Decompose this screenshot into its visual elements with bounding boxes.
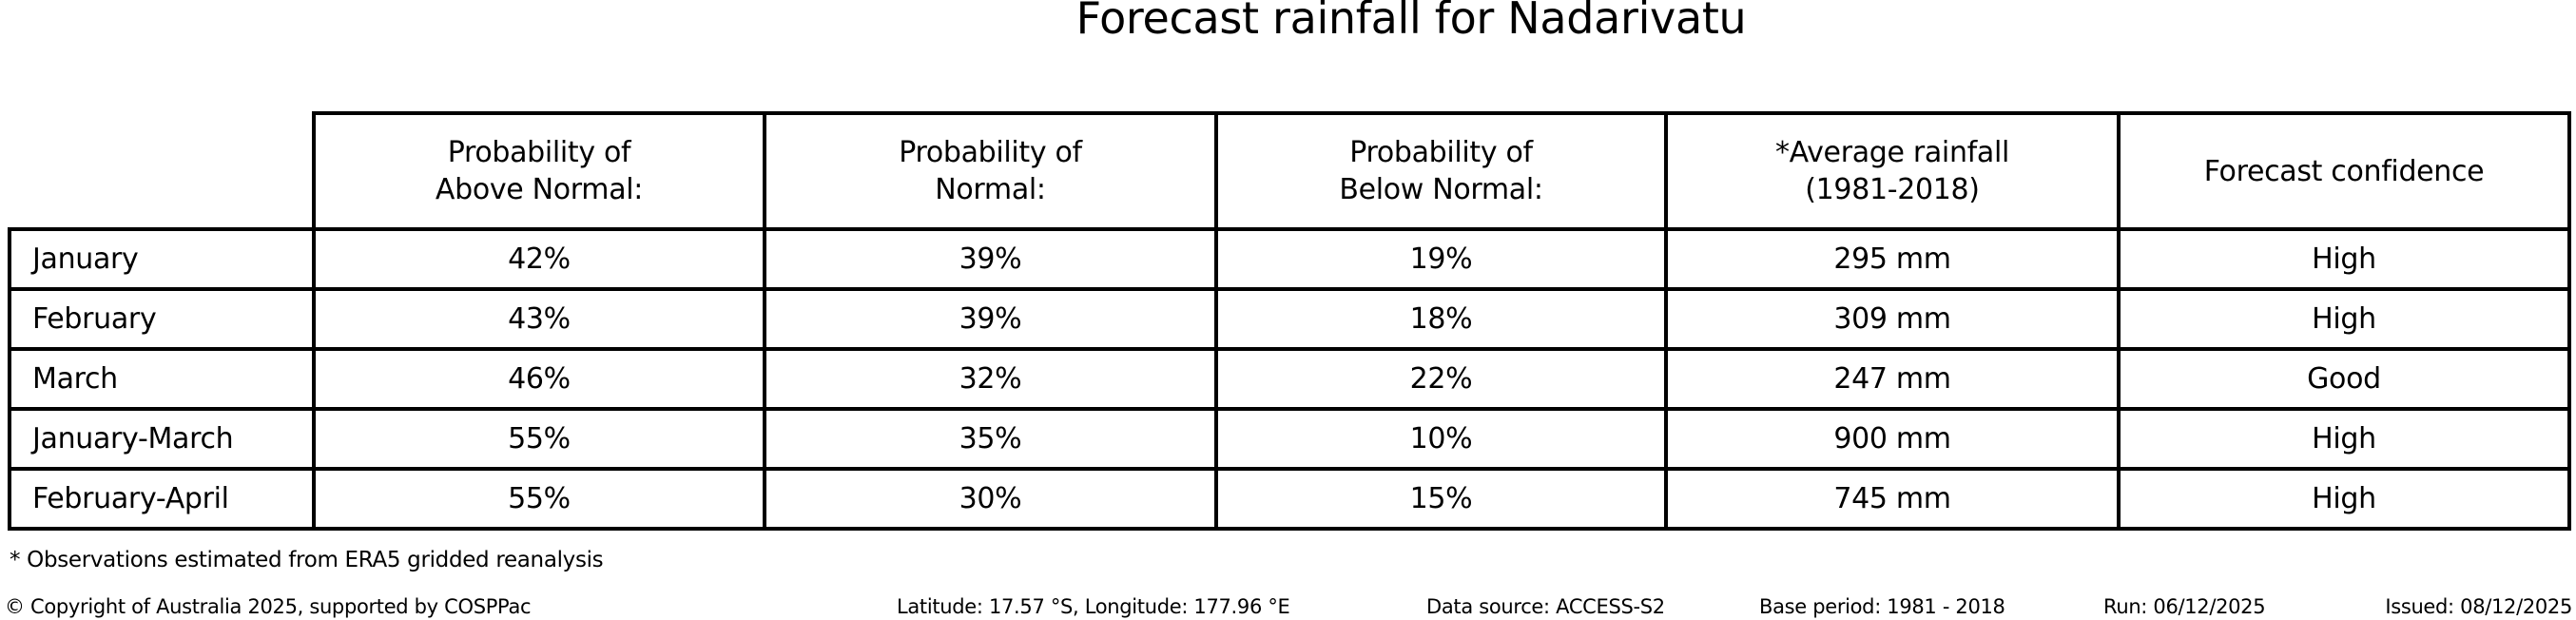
- lat-lon-text: Latitude: 17.57 °S, Longitude: 177.96 °E: [897, 595, 1290, 618]
- cell-normal: 39%: [763, 287, 1218, 351]
- cell-forecast-confidence: High: [2117, 467, 2571, 531]
- row-label: January-March: [8, 407, 316, 471]
- header-row: Probability of Above Normal: Probability…: [10, 111, 2571, 231]
- column-header-average-rainfall: *Average rainfall (1981-2018): [1664, 111, 2121, 231]
- cell-forecast-confidence: High: [2117, 227, 2571, 291]
- cell-below-normal: 10%: [1214, 407, 1668, 471]
- cell-normal: 32%: [763, 347, 1218, 411]
- table-row: March 46% 32% 22% 247 mm Good: [8, 347, 2571, 411]
- cell-above-normal: 42%: [312, 227, 766, 291]
- cell-average-rainfall: 745 mm: [1664, 467, 2121, 531]
- forecast-table: Probability of Above Normal: Probability…: [8, 111, 2571, 531]
- cell-average-rainfall: 295 mm: [1664, 227, 2121, 291]
- table-row: February-April 55% 30% 15% 745 mm High: [8, 467, 2571, 531]
- column-header-normal: Probability of Normal:: [763, 111, 1218, 231]
- cell-normal: 39%: [763, 227, 1218, 291]
- cell-above-normal: 55%: [312, 467, 766, 531]
- copyright-text: © Copyright of Australia 2025, supported…: [5, 595, 532, 618]
- data-source-text: Data source: ACCESS-S2: [1426, 595, 1665, 618]
- table-row: January-March 55% 35% 10% 900 mm High: [8, 407, 2571, 471]
- row-label: January: [8, 227, 316, 291]
- row-label: March: [8, 347, 316, 411]
- cell-above-normal: 46%: [312, 347, 766, 411]
- row-label: February-April: [8, 467, 316, 531]
- empty-corner-cell: [10, 113, 314, 229]
- chart-title: Forecast rainfall for Nadarivatu: [1075, 0, 1747, 44]
- cell-below-normal: 15%: [1214, 467, 1668, 531]
- cell-average-rainfall: 309 mm: [1664, 287, 2121, 351]
- table-row: January 42% 39% 19% 295 mm High: [8, 227, 2571, 291]
- cell-forecast-confidence: Good: [2117, 347, 2571, 411]
- cell-forecast-confidence: High: [2117, 407, 2571, 471]
- cell-below-normal: 22%: [1214, 347, 1668, 411]
- row-label: February: [8, 287, 316, 351]
- issued-date-text: Issued: 08/12/2025: [2385, 595, 2572, 618]
- column-header-forecast-confidence: Forecast confidence: [2117, 111, 2571, 231]
- cell-below-normal: 19%: [1214, 227, 1668, 291]
- cell-below-normal: 18%: [1214, 287, 1668, 351]
- observations-footnote: * Observations estimated from ERA5 gridd…: [10, 548, 604, 572]
- table-row: February 43% 39% 18% 309 mm High: [8, 287, 2571, 351]
- cell-average-rainfall: 247 mm: [1664, 347, 2121, 411]
- base-period-text: Base period: 1981 - 2018: [1759, 595, 2005, 618]
- column-header-above-normal: Probability of Above Normal:: [312, 111, 766, 231]
- cell-above-normal: 55%: [312, 407, 766, 471]
- cell-above-normal: 43%: [312, 287, 766, 351]
- cell-normal: 35%: [763, 407, 1218, 471]
- cell-forecast-confidence: High: [2117, 287, 2571, 351]
- cell-average-rainfall: 900 mm: [1664, 407, 2121, 471]
- run-date-text: Run: 06/12/2025: [2103, 595, 2266, 618]
- column-header-below-normal: Probability of Below Normal:: [1214, 111, 1668, 231]
- cell-normal: 30%: [763, 467, 1218, 531]
